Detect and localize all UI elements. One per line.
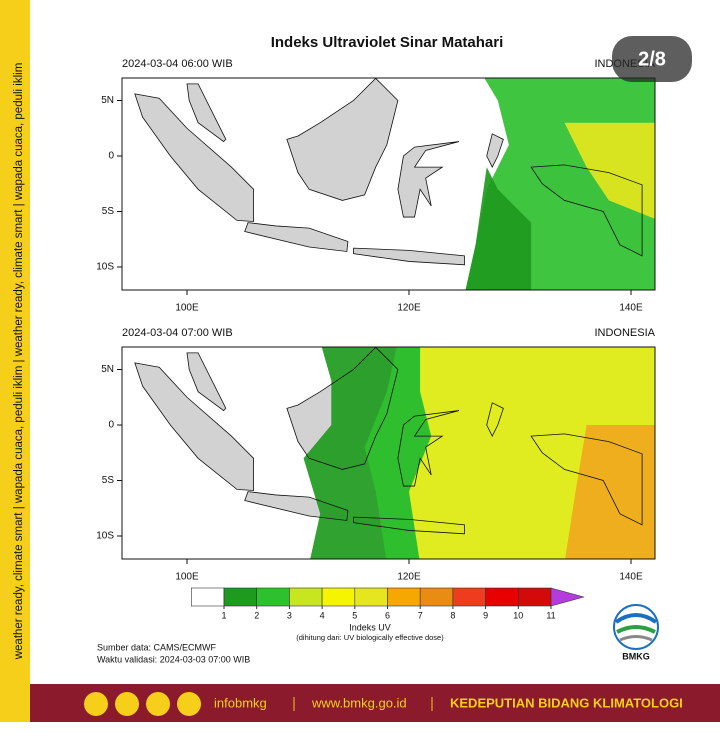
coastline (134, 93, 255, 222)
panel-time: 2024-03-04 06:00 WIB (122, 58, 233, 70)
x-tick-label: 100E (175, 303, 199, 314)
colorbar-arrow (550, 587, 585, 607)
twitter-icon[interactable] (84, 692, 108, 716)
uv-field (465, 167, 532, 290)
land (187, 352, 226, 411)
badge-text: 2/8 (638, 48, 666, 70)
coastline (530, 433, 643, 526)
y-tick-label: 5S (102, 206, 115, 217)
colorbar-note: (dihitung dari: UV biologically effectiv… (296, 633, 444, 642)
y-tick-label: 0 (108, 420, 114, 431)
colorbar-segment (452, 587, 486, 607)
land (134, 93, 254, 222)
map-panel: 2024-03-04 06:00 WIBINDONESIA5N05S10S100… (96, 58, 656, 314)
y-tick-label: 10S (96, 262, 114, 273)
land (134, 362, 254, 491)
x-tick-label: 140E (619, 303, 643, 314)
footer-bar (30, 684, 720, 722)
social-icons (84, 692, 201, 716)
footer-org: KEDEPUTIAN BIDANG KLIMATOLOGI (450, 695, 683, 710)
footer-website: www.bmkg.go.id (311, 695, 407, 710)
colorbar-segment (485, 587, 519, 607)
colorbar-tick-label: 9 (483, 610, 488, 620)
land (486, 133, 504, 168)
y-tick-label: 5N (101, 364, 114, 375)
colorbar: 1 2 3 4 5 6 7 8 9 10 11 (191, 587, 585, 620)
coastline (397, 410, 460, 487)
page-badge (612, 36, 692, 82)
colorbar-segment (419, 587, 454, 607)
coastline (397, 141, 460, 218)
colorbar-tick-label: 1 (221, 610, 226, 620)
uv-field (565, 425, 655, 559)
coastline (186, 352, 227, 412)
land (286, 78, 398, 201)
colorbar-segment (354, 587, 388, 607)
side-text: weather ready, climate smart | wapada cu… (13, 63, 25, 661)
x-tick-label: 140E (619, 572, 643, 583)
colorbar-tick-label: 6 (385, 610, 390, 620)
colorbar-segment (191, 587, 225, 607)
bmkg-logo: BMKG (613, 604, 659, 661)
land (244, 222, 348, 252)
coastline (353, 516, 465, 535)
x-tick-label: 100E (175, 572, 199, 583)
coastline (186, 83, 227, 143)
youtube-icon[interactable] (146, 692, 170, 716)
uv-field (564, 122, 655, 219)
colorbar-tick-label: 2 (254, 610, 259, 620)
instagram-icon[interactable] (177, 692, 201, 716)
colorbar-tick-label: 4 (320, 610, 325, 620)
coastline (530, 164, 643, 257)
facebook-icon[interactable] (115, 692, 139, 716)
colorbar-segment (289, 587, 323, 607)
land (397, 141, 459, 218)
colorbar-segment (387, 587, 421, 607)
coastline (486, 402, 504, 437)
colorbar-tick-label: 5 (352, 610, 357, 620)
y-tick-label: 0 (108, 151, 114, 162)
side-strip (0, 0, 30, 722)
colorbar-segment (256, 587, 290, 607)
colorbar-label: Indeks UV (349, 622, 391, 632)
validity: Waktu validasi: 2024-03-03 07:00 WIB (97, 654, 250, 664)
source: Sumber data: CAMS/ECMWF (97, 642, 217, 652)
coastline (486, 133, 504, 168)
colorbar-tick-label: 8 (450, 610, 455, 620)
panel-frame (121, 346, 656, 560)
coastline (286, 347, 399, 470)
map-area (122, 78, 655, 290)
coastline (353, 247, 465, 266)
colorbar-tick-label: 10 (513, 610, 523, 620)
title: Indeks Ultraviolet Sinar Matahari (271, 34, 504, 51)
logo-text: BMKG (622, 651, 650, 661)
y-tick-label: 5S (102, 475, 115, 486)
panels: 2024-03-04 06:00 WIB INDONESIA 5N 0 5S 10S 100… (96, 58, 656, 583)
colorbar-segment (321, 587, 356, 607)
x-tick-label: 120E (397, 572, 421, 583)
land (187, 83, 226, 142)
map-area (122, 347, 655, 559)
panel-region: INDONESIA (594, 327, 655, 339)
x-tick-label: 120E (397, 303, 421, 314)
colorbar-tick-label: 11 (546, 610, 555, 620)
y-tick-label: 10S (96, 531, 114, 542)
colorbar-segment (223, 587, 258, 607)
colorbar-tick-label: 7 (418, 610, 423, 620)
y-tick-label: 5N (101, 95, 114, 106)
colorbar-segment (517, 587, 552, 607)
colorbar-tick-label: 3 (287, 610, 292, 620)
panel-frame (121, 77, 656, 291)
coastline (134, 362, 255, 491)
panel-time: 2024-03-04 07:00 WIB (122, 327, 233, 339)
map-panel: 2024-03-04 07:00 WIB INDONESIA 5N 0 5S 10S 100… (96, 327, 656, 583)
coastline (244, 222, 349, 252)
land (353, 248, 465, 265)
coastline (244, 491, 349, 521)
footer-handle: infobmkg (214, 695, 267, 710)
coastline (286, 78, 399, 201)
